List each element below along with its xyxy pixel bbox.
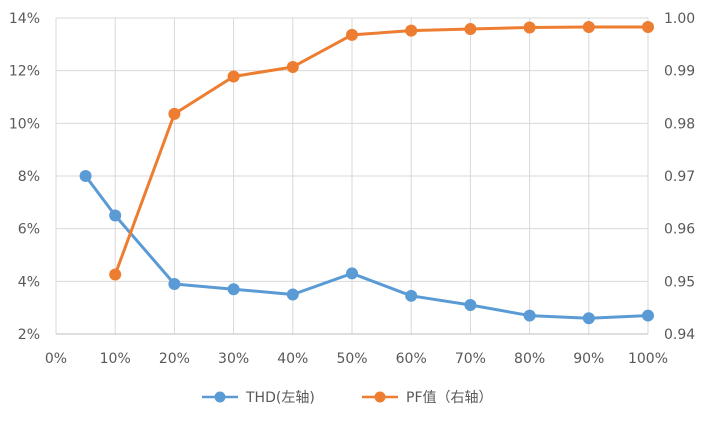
- series-line: [113, 25, 648, 276]
- right-tick-label: 0.99: [664, 64, 695, 80]
- right-tick-label: 0.97: [664, 169, 695, 185]
- data-point: [523, 21, 536, 34]
- left-axis-ticks: 2% 4% 6% 8% 10% 12% 14%: [9, 11, 40, 343]
- legend-label-pf: PF值（右轴）: [406, 390, 493, 406]
- data-point: [286, 60, 299, 73]
- data-point: [168, 107, 181, 120]
- data-point: [346, 28, 358, 41]
- left-tick-label: 10%: [9, 116, 40, 132]
- legend-label-thd: THD(左轴): [245, 390, 315, 406]
- x-tick-label: 70%: [455, 351, 486, 367]
- x-tick-label: 30%: [218, 351, 249, 367]
- legend: THD(左轴) PF值（右轴）: [202, 390, 493, 406]
- data-point: [464, 299, 477, 312]
- series-layer: [79, 20, 654, 325]
- right-tick-label: 0.96: [664, 222, 695, 238]
- left-tick-label: 14%: [9, 11, 40, 27]
- right-axis-ticks: 0.94 0.95 0.96 0.97 0.98 0.99 1.00: [664, 11, 695, 343]
- x-tick-label: 90%: [573, 351, 604, 367]
- series-0: [79, 170, 654, 325]
- data-point: [286, 288, 299, 301]
- left-tick-label: 8%: [18, 169, 40, 185]
- x-tick-label: 10%: [100, 351, 131, 367]
- right-tick-label: 0.98: [664, 116, 695, 132]
- data-point: [405, 24, 418, 37]
- data-point: [642, 309, 654, 322]
- x-axis-ticks: 0% 10% 20% 30% 40% 50% 60% 70% 80% 90% 100%: [45, 351, 668, 367]
- legend-item-pf: PF值（右轴）: [362, 390, 493, 406]
- x-tick-label: 50%: [336, 351, 367, 367]
- data-point: [346, 267, 358, 280]
- data-point: [582, 312, 595, 325]
- data-point: [109, 209, 122, 222]
- data-point: [168, 277, 181, 290]
- left-tick-label: 6%: [18, 222, 40, 238]
- x-tick-label: 20%: [159, 351, 190, 367]
- x-tick-label: 100%: [628, 351, 668, 367]
- data-point: [227, 70, 240, 83]
- data-point: [227, 283, 240, 296]
- x-tick-label: 0%: [45, 351, 67, 367]
- right-tick-label: 1.00: [664, 11, 695, 27]
- legend-item-thd: THD(左轴): [202, 390, 315, 406]
- left-tick-label: 2%: [18, 327, 40, 343]
- right-tick-label: 0.94: [664, 327, 695, 343]
- left-tick-label: 12%: [9, 64, 40, 80]
- x-tick-label: 60%: [396, 351, 427, 367]
- data-point: [642, 20, 654, 33]
- data-point: [523, 309, 536, 322]
- data-point: [582, 20, 595, 33]
- right-tick-label: 0.95: [664, 274, 695, 290]
- data-point: [405, 289, 418, 302]
- x-tick-label: 80%: [514, 351, 545, 367]
- data-point: [464, 23, 477, 36]
- data-point: [109, 268, 122, 281]
- x-tick-label: 40%: [277, 351, 308, 367]
- series-line: [84, 175, 649, 320]
- data-point: [79, 170, 92, 182]
- grid-lines: [55, 17, 649, 335]
- series-1: [109, 20, 654, 281]
- left-tick-label: 4%: [18, 274, 40, 290]
